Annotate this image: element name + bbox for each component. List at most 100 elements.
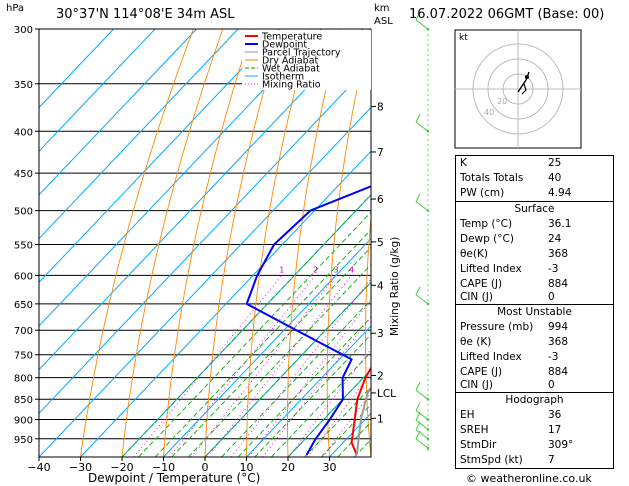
hodo-row: SREH 17 xyxy=(460,424,562,436)
wet-adiabat-line xyxy=(304,386,371,457)
legend-label: Dry Adiabat xyxy=(262,56,319,67)
wind-barb xyxy=(415,294,429,305)
wind-barb xyxy=(415,430,421,440)
index-row: K 25 xyxy=(460,157,562,169)
temperature-profile xyxy=(350,366,371,456)
dry-adiabat-line xyxy=(204,29,283,457)
unstable-row: CIN (J) 0 xyxy=(460,379,555,391)
wind-barb xyxy=(415,121,429,132)
mixing-ratio-label: 4 xyxy=(349,265,354,274)
dry-adiabat-line xyxy=(121,29,224,457)
mixing-ratio-line xyxy=(262,316,371,457)
isotherm-line xyxy=(39,63,371,415)
temperature-tick-label: −30 xyxy=(69,461,92,474)
km-tick-label: 2 xyxy=(377,370,384,382)
legend-label: Temperature xyxy=(261,32,322,43)
mixing-ratio-line xyxy=(248,299,371,457)
hodo-row: EH 36 xyxy=(460,409,562,421)
wind-barb xyxy=(415,412,421,421)
mixing-ratio-line xyxy=(191,275,337,457)
pressure-tick-label: 450 xyxy=(14,169,33,180)
surface-box: Surface Temp (°C) 36.1 Dewp (°C) 24 θe(K) 3… xyxy=(455,201,614,306)
wind-barb xyxy=(415,419,429,430)
dry-adiabat-line xyxy=(163,29,253,457)
mixing-ratio-label: 1 xyxy=(279,265,284,274)
wind-barb xyxy=(415,421,421,430)
most-unstable-box: Most Unstable Pressure (mb) 994 θe (K) 368… xyxy=(455,304,614,394)
wet-adiabat-line xyxy=(221,298,371,457)
index-row: Totals Totals 40 xyxy=(460,172,562,184)
x-axis-label: Dewpoint / Temperature (°C) xyxy=(88,471,261,485)
hodograph-unit: kt xyxy=(459,33,468,43)
wind-barb xyxy=(415,193,421,202)
pressure-tick-label: 850 xyxy=(14,395,33,406)
mixing-ratio-line xyxy=(230,278,371,457)
wet-adiabat-line xyxy=(237,316,371,457)
wind-barb-base xyxy=(426,446,430,450)
wind-barb xyxy=(415,402,421,411)
asl-label: ASL xyxy=(374,16,393,27)
unstable-row: Pressure (mb) 994 xyxy=(460,321,569,333)
wind-barb xyxy=(415,429,429,440)
pressure-tick-label: 600 xyxy=(14,271,33,282)
wet-adiabat-line xyxy=(188,264,371,457)
isotherm-line xyxy=(39,29,280,283)
wet-adiabat-line xyxy=(138,211,371,457)
unstable-row: θe (K) 368 xyxy=(460,336,569,348)
mixing-ratio-axis-label: Mixing Ratio (g/kg) xyxy=(389,236,401,336)
wind-barb xyxy=(415,114,421,123)
wet-adiabat-line xyxy=(254,333,371,457)
surface-row: Temp (°C) 36.1 xyxy=(460,218,572,230)
legend-label: Parcel Trajectory xyxy=(262,48,341,59)
location-title: 30°37'N 114°08'E 34m ASL xyxy=(56,7,235,22)
legend-label: Isotherm xyxy=(262,72,304,83)
km-tick-label: LCL xyxy=(377,388,396,400)
km-tick-label: 1 xyxy=(377,413,384,425)
pressure-tick-label: 750 xyxy=(14,351,33,362)
km-tick-label: 3 xyxy=(377,328,384,340)
km-tick-label: 6 xyxy=(377,194,384,206)
isotherm-line xyxy=(39,29,114,109)
isotherm-line xyxy=(39,29,322,327)
pressure-tick-label: 700 xyxy=(14,326,33,337)
pressure-tick-label: 550 xyxy=(14,240,33,251)
isotherm-line xyxy=(39,106,371,457)
unstable-row: CAPE (J) 884 xyxy=(460,366,569,378)
wet-adiabat-line xyxy=(121,194,371,457)
pressure-tick-label: 800 xyxy=(14,374,33,385)
pressure-tick-label: 500 xyxy=(14,207,33,218)
pressure-tick-label: 950 xyxy=(14,435,33,446)
wind-barb-base xyxy=(426,302,430,306)
temperature-tick-label: 20 xyxy=(281,461,295,474)
wet-adiabat-line xyxy=(271,351,371,457)
wind-barb xyxy=(415,438,429,449)
surface-title: Surface xyxy=(514,203,555,215)
most-unstable-title: Most Unstable xyxy=(497,306,572,318)
pressure-tick-label: 350 xyxy=(14,80,33,91)
wind-barb xyxy=(415,201,429,211)
temperature-tick-label: −20 xyxy=(110,461,133,474)
hodo-row: StmDir 309° xyxy=(460,439,574,451)
wind-barb-base xyxy=(426,437,430,441)
datetime-title: 16.07.2022 06GMT (Base: 00) xyxy=(409,7,605,22)
index-row: PW (cm) 4.94 xyxy=(460,187,572,199)
hodograph-ring-label: 40 xyxy=(484,108,494,117)
hodo-row: StmSpd (kt) 7 xyxy=(460,454,555,466)
legend-label: Dewpoint xyxy=(262,40,307,51)
wind-barb xyxy=(415,410,429,420)
temperature-tick-label: −10 xyxy=(152,461,175,474)
legend-label: Wet Adiabat xyxy=(262,64,320,75)
wind-barb xyxy=(415,11,421,21)
pressure-tick-label: 650 xyxy=(14,300,33,311)
km-tick-label: 5 xyxy=(377,237,384,249)
mixing-ratio-label: 20 xyxy=(441,265,451,274)
hpa-label: hPa xyxy=(6,3,25,14)
dry-adiabat-line xyxy=(246,29,312,457)
indices-box: K 25 Totals Totals 40 PW (cm) 4.94 xyxy=(455,155,614,203)
pressure-tick-label: 400 xyxy=(14,127,33,138)
hodograph-ring-label: 20 xyxy=(497,97,507,106)
dry-adiabat-line xyxy=(365,212,371,457)
wind-barb-base xyxy=(426,129,430,133)
